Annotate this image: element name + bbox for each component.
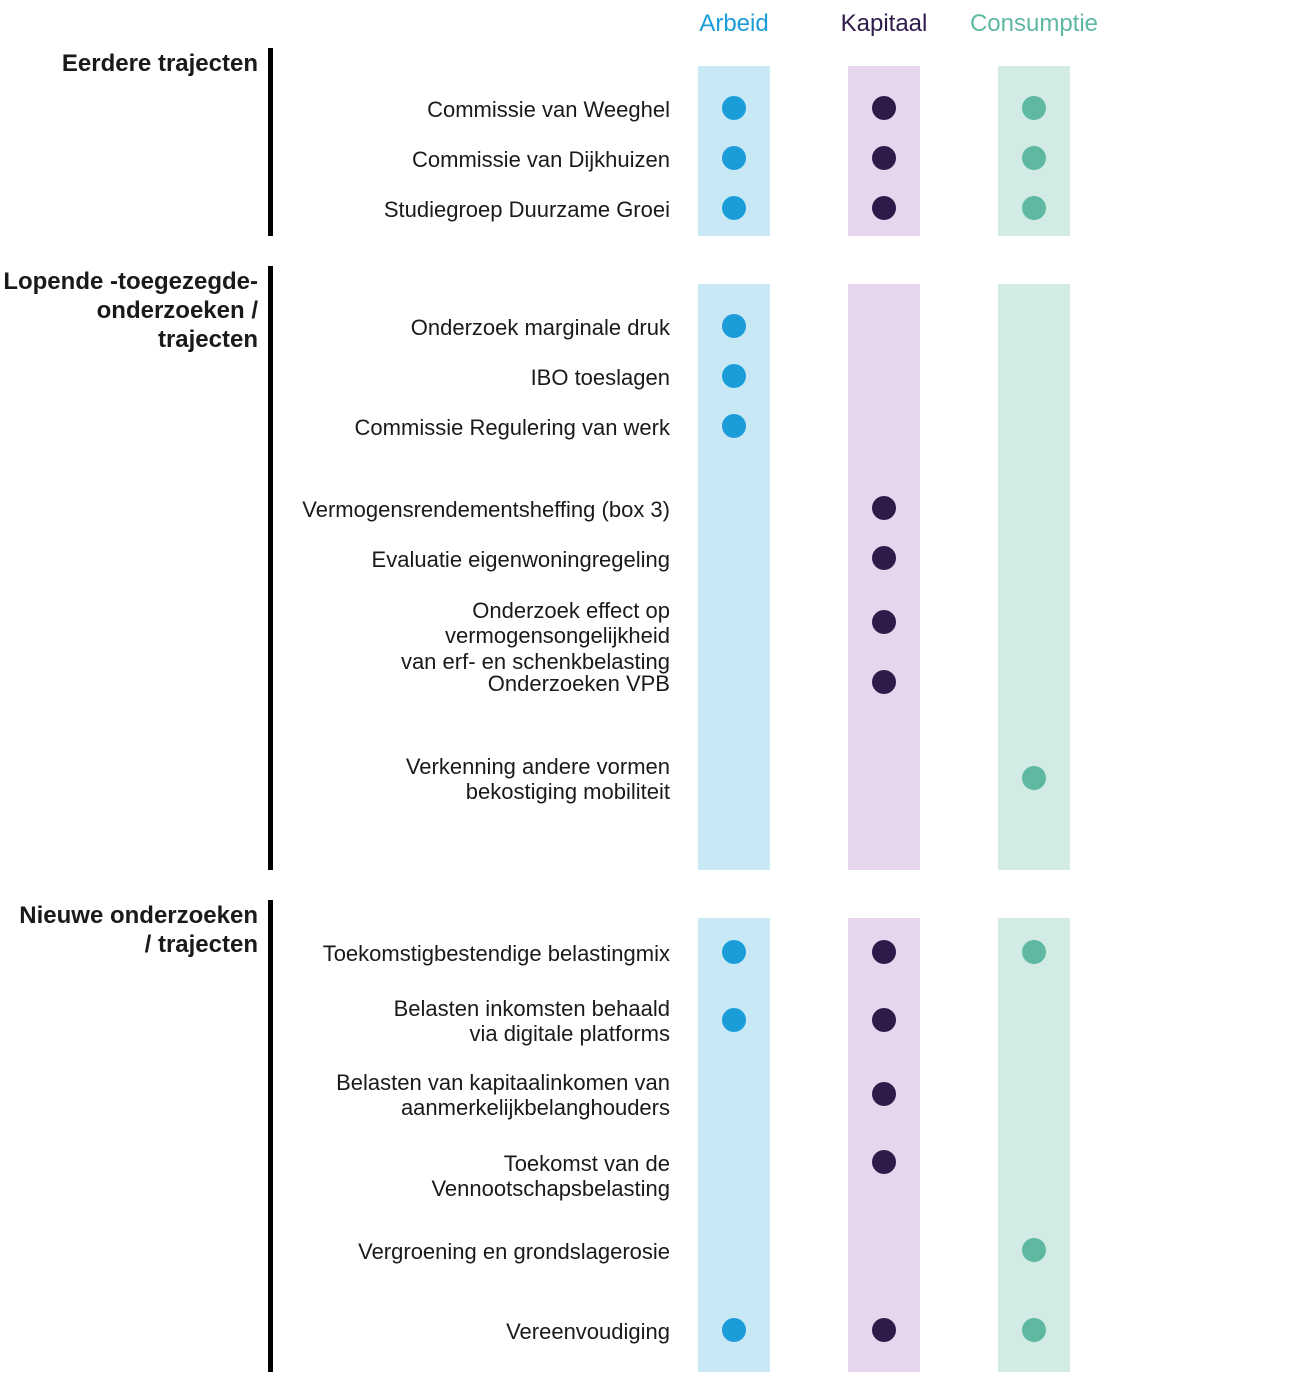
section-bar <box>268 900 273 1372</box>
dot-arbeid <box>722 146 746 170</box>
dot-kapitaal <box>872 610 896 634</box>
dot-arbeid <box>722 364 746 388</box>
row-label-line: IBO toeslagen <box>270 365 670 390</box>
row-label: Commissie Regulering van werk <box>270 415 670 440</box>
row-label-line: Vereenvoudiging <box>270 1319 670 1344</box>
section-title-line: Lopende -toegezegde- <box>0 268 258 297</box>
row-label-line: Onderzoek marginale druk <box>270 315 670 340</box>
dot-kapitaal <box>872 1318 896 1342</box>
dot-consumptie <box>1022 196 1046 220</box>
dot-kapitaal <box>872 146 896 170</box>
row-label: Vereenvoudiging <box>270 1319 670 1344</box>
dot-kapitaal <box>872 670 896 694</box>
row-label: Evaluatie eigenwoningregeling <box>270 547 670 572</box>
row-label: Toekomstigbestendige belastingmix <box>270 941 670 966</box>
column-header-consumptie: Consumptie <box>964 10 1104 38</box>
dot-kapitaal <box>872 546 896 570</box>
matrix-diagram: Arbeid Kapitaal Consumptie Eerdere trajecte… <box>0 0 1299 1386</box>
dot-kapitaal <box>872 940 896 964</box>
dot-consumptie <box>1022 1318 1046 1342</box>
row-label-line: Studiegroep Duurzame Groei <box>270 197 670 222</box>
dot-consumptie <box>1022 146 1046 170</box>
row-label: Studiegroep Duurzame Groei <box>270 197 670 222</box>
row-label: Commissie van Weeghel <box>270 97 670 122</box>
row-label-line: Toekomstigbestendige belastingmix <box>270 941 670 966</box>
row-label: IBO toeslagen <box>270 365 670 390</box>
row-label-line: aanmerkelijkbelanghouders <box>270 1095 670 1120</box>
column-band-arbeid <box>698 918 770 1372</box>
section-title-line: onderzoeken / trajecten <box>0 297 258 355</box>
column-band-kapitaal <box>848 284 920 870</box>
row-label-line: Vergroening en grondslagerosie <box>270 1239 670 1264</box>
row-label-line: Commissie van Dijkhuizen <box>270 147 670 172</box>
row-label-line: Toekomst van de Vennootschapsbelasting <box>270 1151 670 1202</box>
dot-kapitaal <box>872 1008 896 1032</box>
row-label-line: Verkenning andere vormen <box>270 754 670 779</box>
row-label-line: Onderzoek effect op vermogensongelijkhei… <box>270 598 670 649</box>
row-label-line: Belasten inkomsten behaald <box>270 996 670 1021</box>
dot-kapitaal <box>872 496 896 520</box>
dot-arbeid <box>722 1318 746 1342</box>
row-label: Vergroening en grondslagerosie <box>270 1239 670 1264</box>
row-label-line: Commissie Regulering van werk <box>270 415 670 440</box>
section-title: Lopende -toegezegde-onderzoeken / trajec… <box>0 268 258 354</box>
dot-kapitaal <box>872 1082 896 1106</box>
row-label: Commissie van Dijkhuizen <box>270 147 670 172</box>
row-label-line: Onderzoeken VPB <box>270 671 670 696</box>
section-title-line: / trajecten <box>0 931 258 960</box>
dot-arbeid <box>722 196 746 220</box>
column-header-arbeid: Arbeid <box>664 10 804 38</box>
column-band-consumptie <box>998 918 1070 1372</box>
row-label-line: Evaluatie eigenwoningregeling <box>270 547 670 572</box>
column-header-kapitaal: Kapitaal <box>814 10 954 38</box>
row-label-line: Belasten van kapitaalinkomen van <box>270 1070 670 1095</box>
section-title: Nieuwe onderzoeken/ trajecten <box>0 902 258 960</box>
dot-consumptie <box>1022 766 1046 790</box>
section-title-line: Nieuwe onderzoeken <box>0 902 258 931</box>
row-label: Verkenning andere vormenbekostiging mobi… <box>270 754 670 805</box>
dot-kapitaal <box>872 196 896 220</box>
row-label: Onderzoeken VPB <box>270 671 670 696</box>
row-label-line: bekostiging mobiliteit <box>270 779 670 804</box>
row-label: Onderzoek marginale druk <box>270 315 670 340</box>
row-label-line: Vermogensrendementsheffing (box 3) <box>270 497 670 522</box>
dot-arbeid <box>722 414 746 438</box>
section-title-line: Eerdere trajecten <box>0 50 258 79</box>
dot-kapitaal <box>872 1150 896 1174</box>
dot-kapitaal <box>872 96 896 120</box>
dot-arbeid <box>722 314 746 338</box>
dot-arbeid <box>722 96 746 120</box>
column-band-kapitaal <box>848 918 920 1372</box>
row-label: Toekomst van de Vennootschapsbelasting <box>270 1151 670 1202</box>
dot-arbeid <box>722 1008 746 1032</box>
row-label: Belasten van kapitaalinkomen vanaanmerke… <box>270 1070 670 1121</box>
section-title: Eerdere trajecten <box>0 50 258 79</box>
row-label: Vermogensrendementsheffing (box 3) <box>270 497 670 522</box>
dot-consumptie <box>1022 96 1046 120</box>
dot-arbeid <box>722 940 746 964</box>
row-label: Onderzoek effect op vermogensongelijkhei… <box>270 598 670 674</box>
dot-consumptie <box>1022 940 1046 964</box>
dot-consumptie <box>1022 1238 1046 1262</box>
row-label-line: Commissie van Weeghel <box>270 97 670 122</box>
row-label: Belasten inkomsten behaaldvia digitale p… <box>270 996 670 1047</box>
row-label-line: via digitale platforms <box>270 1021 670 1046</box>
